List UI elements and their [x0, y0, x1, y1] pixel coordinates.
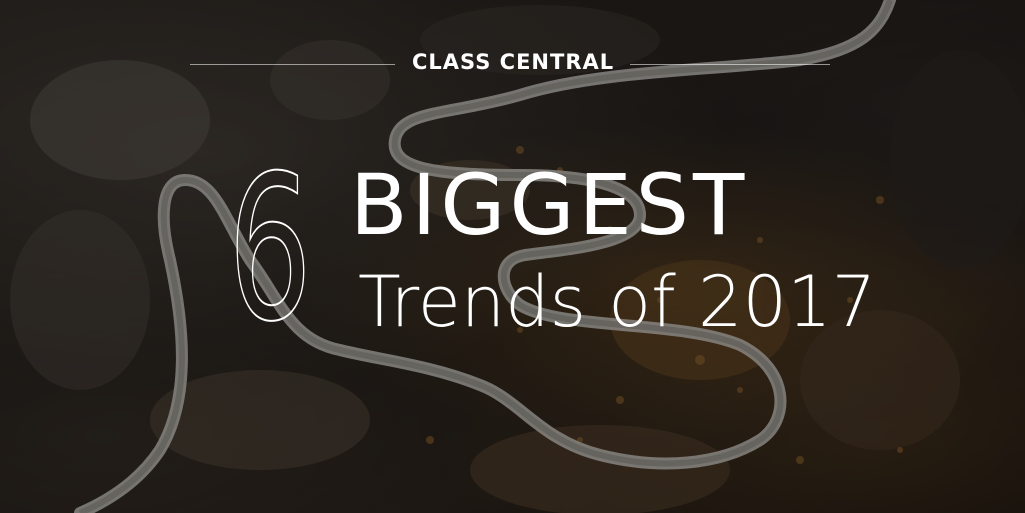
terrain-texture [10, 5, 1025, 513]
brand-rule-left [190, 64, 395, 65]
road-surface [78, 0, 893, 513]
brand-logo-text: CLASS CENTRAL [412, 50, 615, 74]
headline-biggest: BIGGEST [350, 156, 749, 254]
outlined-number: 6 [227, 133, 312, 366]
brand-rule-right [630, 64, 830, 65]
shrub-dots [426, 146, 903, 464]
headline-trends: Trends of 2017 [358, 261, 877, 343]
brand-header: CLASS CENTRAL [190, 50, 830, 80]
